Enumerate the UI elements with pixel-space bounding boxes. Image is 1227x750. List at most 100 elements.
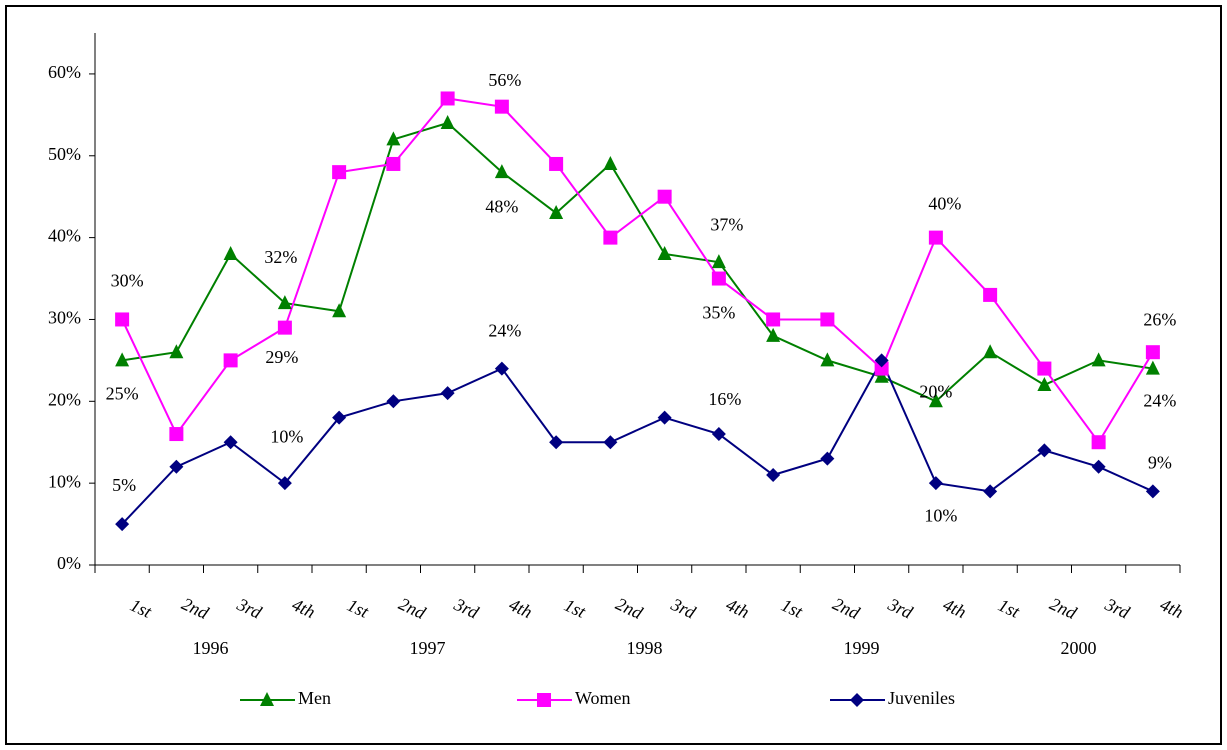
marker <box>494 361 509 376</box>
marker <box>1037 443 1052 458</box>
marker <box>1037 361 1052 376</box>
legend-marker <box>850 693 864 707</box>
marker <box>657 245 672 260</box>
marker <box>874 368 889 383</box>
x-group-label: 1997 <box>410 638 446 658</box>
marker <box>494 99 509 114</box>
marker <box>766 467 781 482</box>
data-label: 40% <box>928 194 961 214</box>
legend-label: Men <box>298 688 331 708</box>
marker <box>711 271 726 286</box>
data-label: 25% <box>106 384 139 404</box>
marker <box>983 484 998 499</box>
marker <box>657 189 672 204</box>
marker <box>277 320 292 335</box>
marker <box>874 353 889 368</box>
x-group-label: 1996 <box>193 638 229 658</box>
data-label: 20% <box>919 381 952 401</box>
marker <box>766 327 781 342</box>
legend-label: Women <box>575 688 631 708</box>
data-label: 35% <box>702 303 735 323</box>
marker <box>711 427 726 442</box>
marker <box>277 295 292 310</box>
marker <box>332 410 347 425</box>
legend-label: Juveniles <box>888 688 955 708</box>
series-line <box>121 358 1154 525</box>
legend-marker <box>537 693 551 707</box>
marker <box>223 353 238 368</box>
data-label: 26% <box>1143 309 1176 329</box>
data-label: 29% <box>265 347 298 367</box>
y-tick-label: 0% <box>57 553 81 573</box>
marker <box>223 245 238 260</box>
marker <box>1091 352 1106 367</box>
marker <box>657 410 672 425</box>
y-tick-label: 30% <box>48 308 81 328</box>
marker <box>766 312 781 327</box>
marker <box>928 476 943 491</box>
marker <box>1145 345 1160 360</box>
data-label: 56% <box>488 70 521 90</box>
marker <box>983 287 998 302</box>
y-tick-label: 40% <box>48 226 81 246</box>
x-group-label: 2000 <box>1061 638 1097 658</box>
marker <box>277 476 292 491</box>
marker <box>115 517 130 532</box>
data-label: 48% <box>485 196 518 216</box>
x-group-label: 1999 <box>844 638 880 658</box>
marker <box>223 435 238 450</box>
marker <box>820 312 835 327</box>
data-label: 24% <box>488 321 521 341</box>
y-tick-label: 50% <box>48 144 81 164</box>
data-label: 37% <box>710 214 743 234</box>
marker <box>549 205 564 220</box>
marker <box>332 165 347 180</box>
marker <box>169 459 184 474</box>
marker <box>603 155 618 170</box>
marker <box>440 115 455 130</box>
marker <box>440 386 455 401</box>
marker <box>1091 459 1106 474</box>
data-label: 32% <box>264 247 297 267</box>
data-label: 24% <box>1143 391 1176 411</box>
marker <box>928 393 943 408</box>
marker <box>440 91 455 106</box>
marker <box>169 344 184 359</box>
marker <box>1145 484 1160 499</box>
marker <box>1145 360 1160 375</box>
data-label: 30% <box>111 271 144 291</box>
y-tick-label: 60% <box>48 62 81 82</box>
marker <box>115 352 130 367</box>
marker <box>711 254 726 269</box>
data-label: 9% <box>1148 452 1172 472</box>
marker <box>983 344 998 359</box>
x-group-label: 1998 <box>627 638 663 658</box>
legend-marker <box>260 692 274 706</box>
marker <box>494 164 509 179</box>
marker <box>603 230 618 245</box>
data-label: 10% <box>924 505 957 525</box>
data-label: 10% <box>270 426 303 446</box>
series-line <box>121 97 1154 445</box>
marker <box>1037 376 1052 391</box>
marker <box>928 230 943 245</box>
marker <box>1091 435 1106 450</box>
marker <box>820 352 835 367</box>
chart-border <box>5 5 1222 745</box>
marker <box>820 451 835 466</box>
marker <box>874 361 889 376</box>
marker <box>115 312 130 327</box>
marker <box>386 156 401 171</box>
marker <box>549 435 564 450</box>
y-tick-label: 10% <box>48 471 81 491</box>
marker <box>169 427 184 442</box>
data-label: 16% <box>708 389 741 409</box>
marker <box>549 156 564 171</box>
data-label: 5% <box>112 475 136 495</box>
marker <box>603 435 618 450</box>
y-tick-label: 20% <box>48 389 81 409</box>
marker <box>332 303 347 318</box>
marker <box>386 394 401 409</box>
marker <box>386 131 401 146</box>
